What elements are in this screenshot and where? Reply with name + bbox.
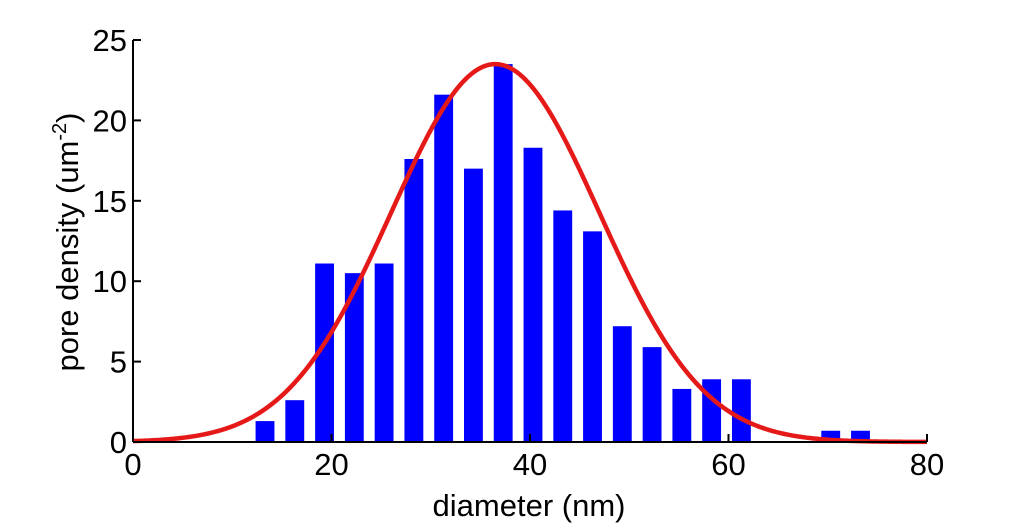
- y-axis-label: pore density (um-2): [49, 112, 85, 371]
- y-axis-label-superscript: -2: [49, 123, 71, 141]
- x-tick-label: 20: [314, 447, 348, 482]
- histogram-bar-14: [642, 347, 662, 442]
- histogram-bar-5: [374, 263, 394, 442]
- x-tick-label: 60: [711, 447, 745, 482]
- histogram-bar-15: [672, 388, 692, 442]
- histogram-bar-9: [493, 64, 513, 443]
- y-tick-label: 10: [93, 264, 127, 299]
- histogram-bar-1: [255, 421, 275, 442]
- histogram-bar-19: [851, 430, 870, 442]
- histogram-bar-12: [583, 231, 602, 442]
- y-axis-label-main: pore density (um: [50, 141, 85, 372]
- histogram-bar-17: [731, 379, 751, 442]
- histogram-bar-3: [315, 263, 334, 442]
- histogram-bar-18: [821, 430, 841, 442]
- x-tick-label: 40: [513, 447, 547, 482]
- histogram-bar-16: [702, 379, 722, 442]
- y-tick-label: 0: [110, 425, 127, 460]
- y-axis-label-close: ): [50, 112, 85, 122]
- x-tick-label: 0: [124, 447, 141, 482]
- y-tick-label: 20: [93, 103, 127, 138]
- histogram-bar-13: [612, 326, 632, 442]
- histogram-bar-8: [463, 168, 483, 442]
- x-tick-label: 80: [910, 447, 944, 482]
- ticks-layer: 0 20 40 60 80 0 5 10 15 20 25: [93, 23, 945, 482]
- histogram-bar-11: [553, 210, 573, 442]
- histogram-bar-6: [404, 158, 424, 442]
- histogram-bar-2: [285, 400, 305, 442]
- y-tick-label: 15: [93, 184, 127, 219]
- x-axis-label: diameter (nm): [433, 488, 626, 523]
- bars-layer: [255, 64, 870, 443]
- histogram-bar-4: [344, 273, 364, 442]
- histogram-bar-7: [434, 94, 454, 442]
- gaussian-fit-curve: [132, 61, 928, 445]
- y-tick-label: 25: [93, 23, 127, 58]
- histogram-bar-10: [523, 147, 543, 442]
- y-tick-label: 5: [110, 345, 127, 380]
